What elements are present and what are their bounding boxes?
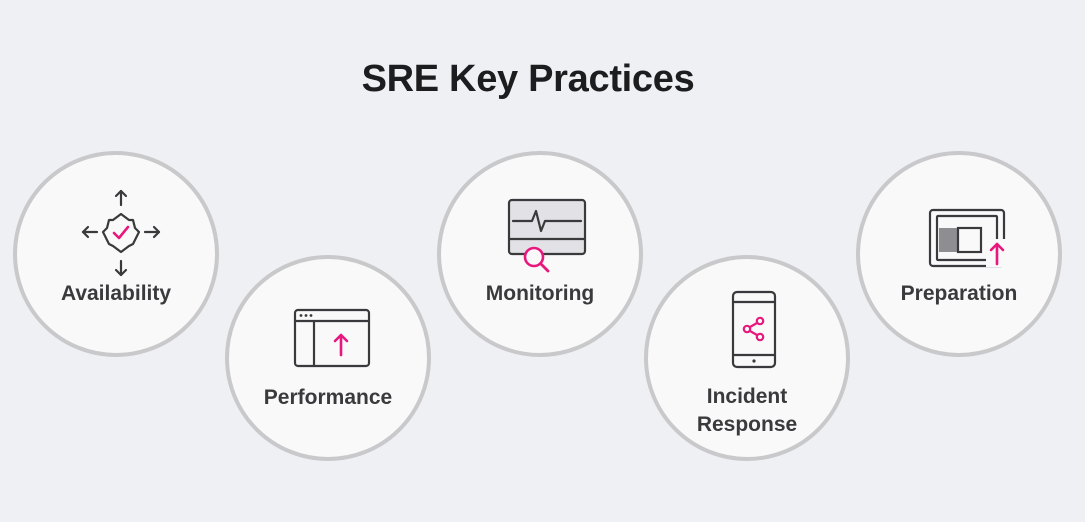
practice-label: Availability <box>60 282 172 305</box>
practice-monitoring: Monitoring <box>437 151 643 357</box>
practice-preparation: Preparation <box>856 151 1062 357</box>
practice-availability: Availability <box>13 151 219 357</box>
practice-label: Monitoring <box>485 282 595 305</box>
practice-label: Preparation <box>900 282 1018 305</box>
phone-share-icon <box>731 290 777 369</box>
diagram-title: SRE Key Practices <box>361 58 695 100</box>
practice-performance: Performance <box>225 255 431 461</box>
gear-check-arrows-icon <box>81 189 161 277</box>
practice-incident-response: Incident Response <box>644 255 850 461</box>
window-up-arrow-icon <box>928 208 1006 268</box>
practice-label: Incident Response <box>696 385 798 436</box>
browser-up-arrow-icon <box>293 308 371 368</box>
monitor-pulse-search-icon <box>507 198 587 273</box>
practice-label: Performance <box>263 386 393 409</box>
